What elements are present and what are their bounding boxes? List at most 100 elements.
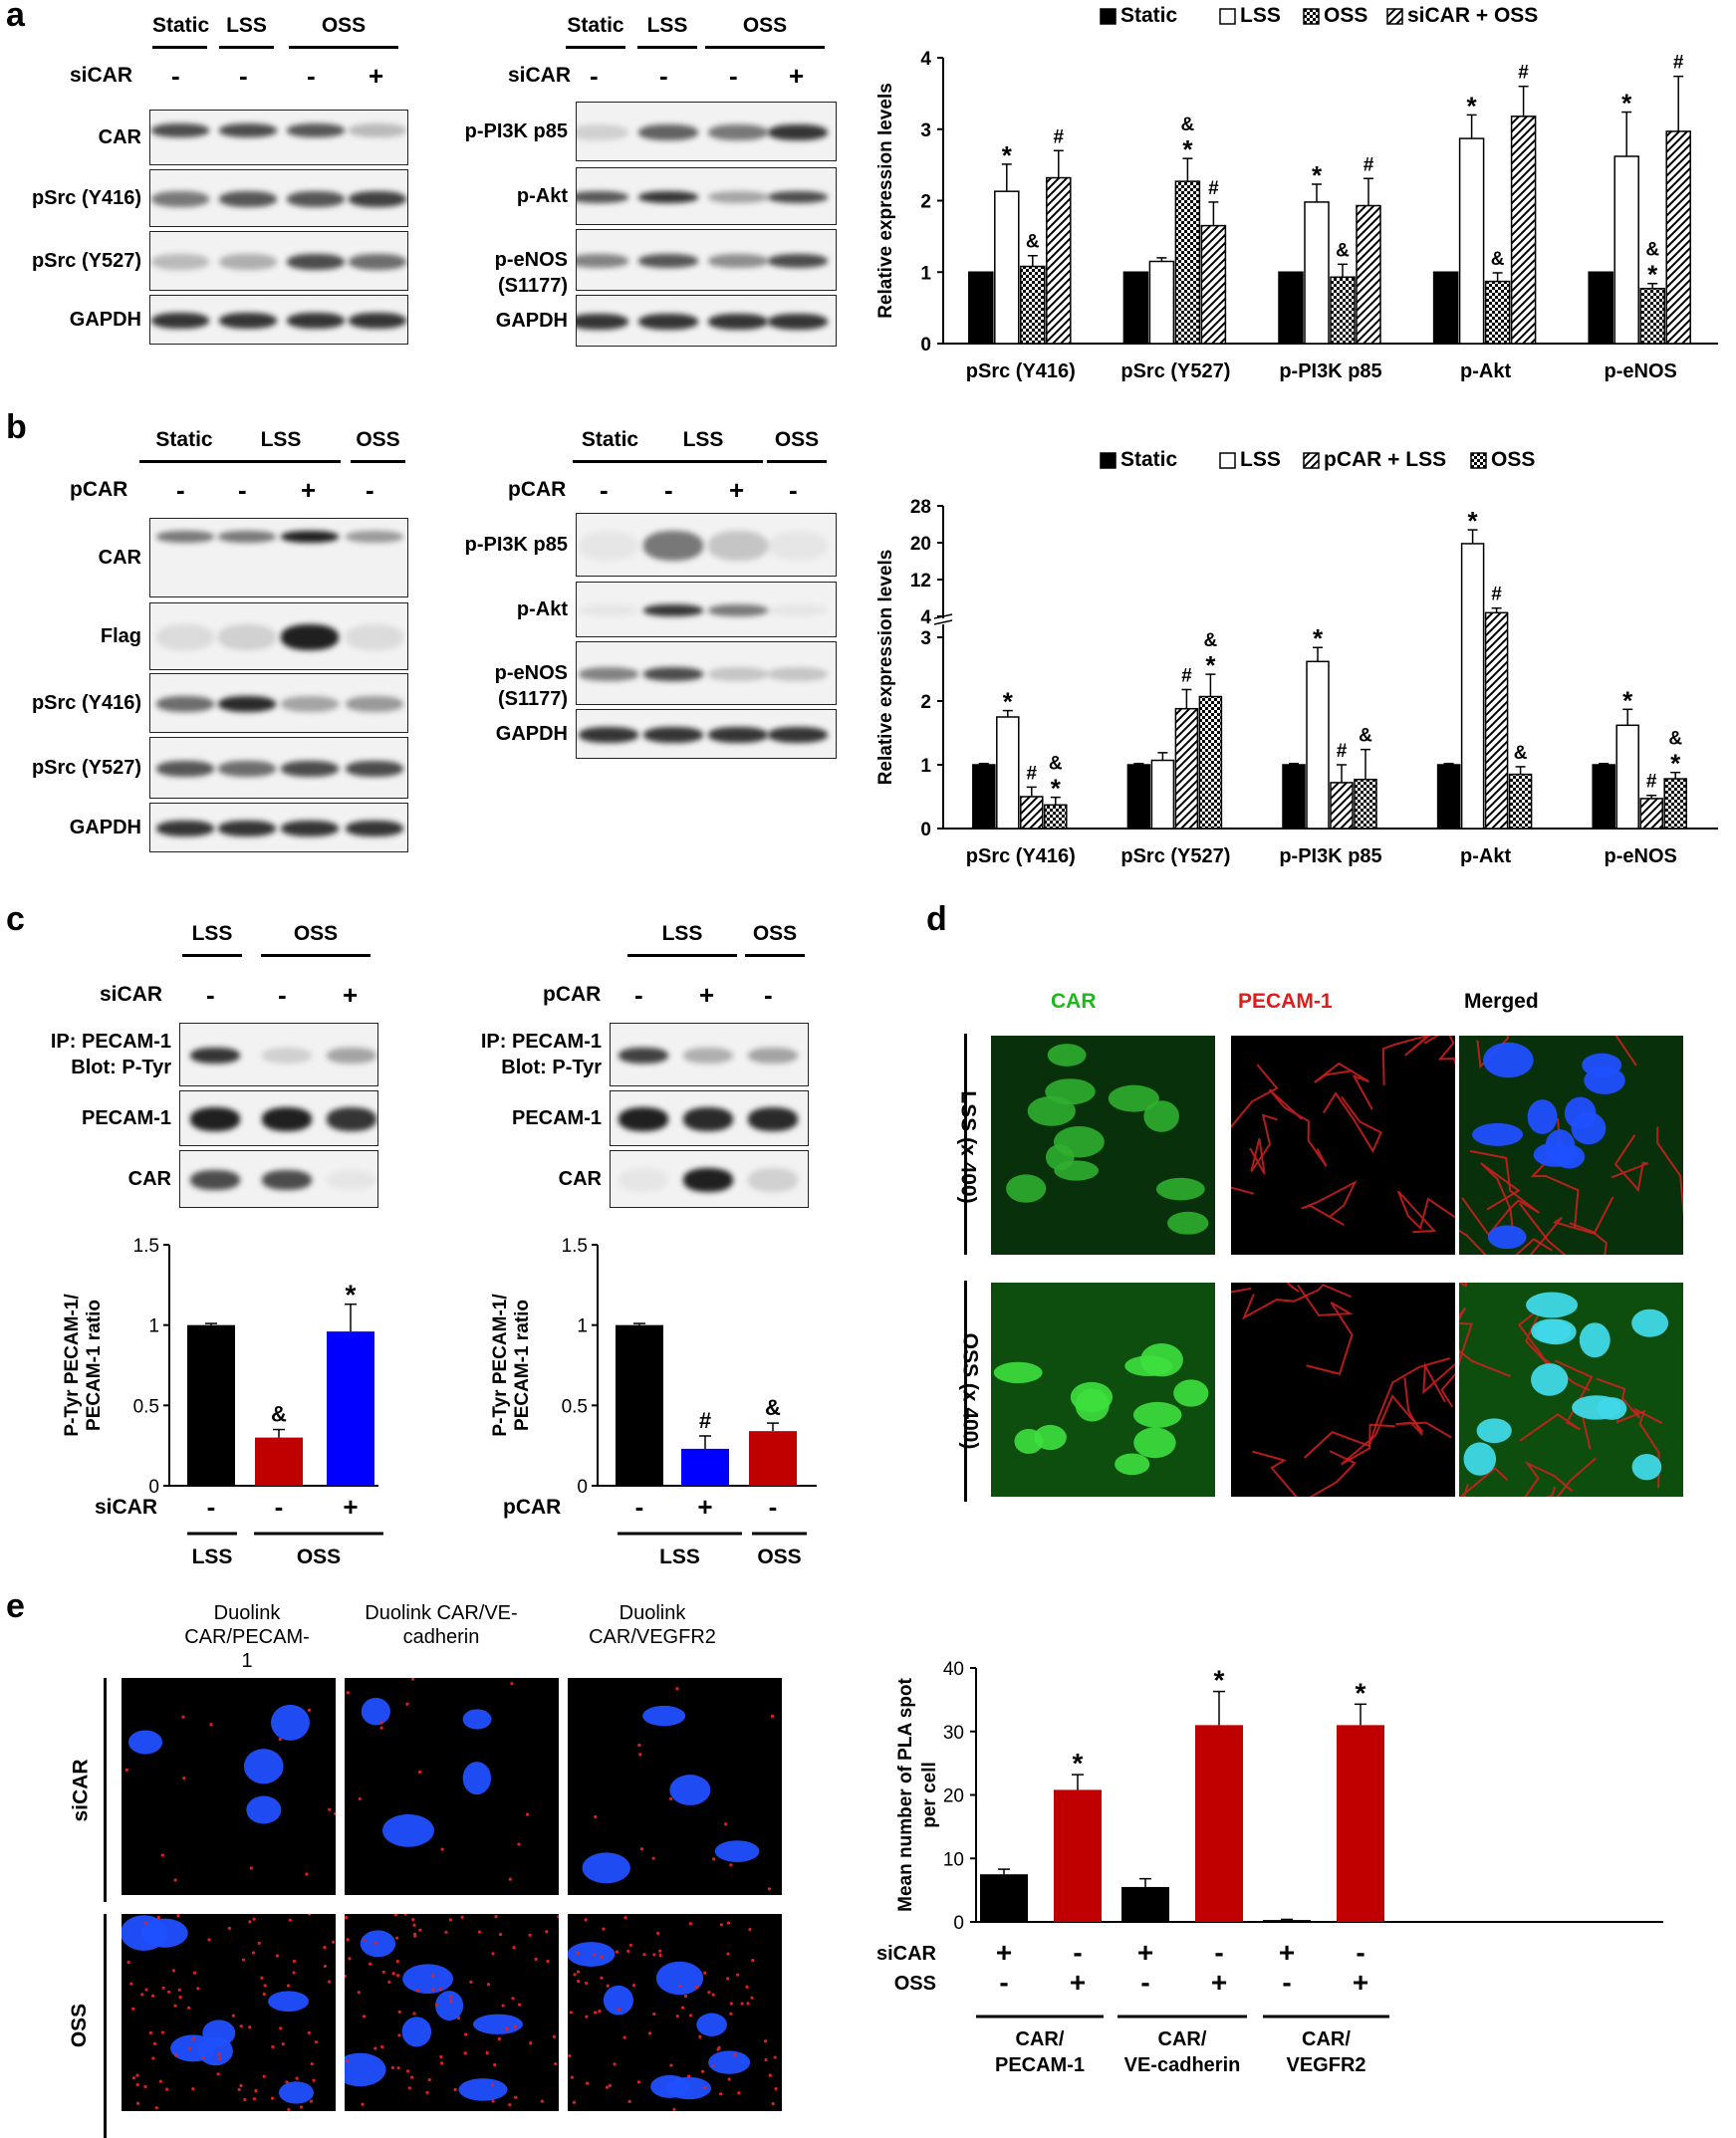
- a-mid-group-0: Static: [567, 14, 624, 37]
- c-left-band-0-2: [327, 1048, 376, 1064]
- c-right-blot-2: [610, 1150, 809, 1208]
- b-left-band-2-3: [346, 696, 403, 712]
- a-left-band-3-2: [287, 313, 345, 329]
- a-mid-row-label: siCAR: [508, 64, 572, 87]
- c-left-group-0: LSS: [191, 922, 233, 945]
- b-mid-band-0-2: [708, 531, 768, 561]
- d-merged-lss: [1459, 1036, 1683, 1255]
- b-mid-sign-3: -: [789, 475, 798, 505]
- b-mid-sign-2: +: [729, 475, 745, 505]
- c-right-group-1: OSS: [752, 922, 798, 945]
- significance-mark: *: [1468, 506, 1479, 536]
- bar-LSS: [1460, 543, 1485, 830]
- legend-swatch: [1303, 452, 1320, 469]
- a-left-band-0-2: [287, 123, 345, 137]
- a-left-blot-label-0: CAR: [98, 126, 141, 148]
- b-mid-blot-label-3: GAPDH: [495, 723, 568, 745]
- row-label: siCAR: [95, 1496, 157, 1519]
- a-mid-band-1-2: [708, 191, 768, 203]
- b-left-band-3-1: [218, 761, 276, 777]
- a-mid-band-3-0: [577, 314, 628, 330]
- bar-Static: [1432, 271, 1459, 345]
- ytick: 1.5: [133, 1236, 159, 1257]
- b-left-band-4-0: [156, 821, 214, 836]
- significance-mark: #: [1364, 154, 1374, 175]
- d-pecam-lss: [1231, 1036, 1455, 1255]
- y-axis-label: P-Tyr PECAM-1/PECAM-1 ratio: [62, 1294, 105, 1437]
- b-mid-blot-1: [576, 582, 837, 637]
- x-category: pSrc (Y527): [1120, 845, 1230, 867]
- significance-mark: *: [1205, 650, 1216, 680]
- bar: [980, 1874, 1028, 1922]
- a-left-band-1-2: [287, 191, 345, 207]
- c-left-blot-label-2: CAR: [127, 1168, 171, 1190]
- sign: +: [1070, 1967, 1086, 1998]
- a-mid-band-0-2: [708, 124, 768, 140]
- group-label: OSS: [297, 1545, 341, 1568]
- legend-label: OSS: [1324, 4, 1367, 27]
- a-mid-band-2-1: [638, 254, 698, 268]
- bar: [1263, 1920, 1311, 1922]
- group-label: PECAM-1: [995, 2054, 1085, 2076]
- x-category: p-Akt: [1460, 360, 1511, 382]
- a-mid-sign-2: -: [729, 61, 738, 91]
- significance-mark: *: [1073, 1748, 1084, 1779]
- e-row-sicar: siCAR: [69, 1759, 93, 1822]
- a-left-band-1-1: [219, 191, 277, 207]
- b-mid-group-2: OSS: [774, 428, 820, 451]
- x-category: p-PI3K p85: [1279, 360, 1381, 382]
- c-left-blot-0: [179, 1023, 378, 1086]
- b-left-blot-1: [149, 602, 408, 670]
- b-left-blot-4: [149, 803, 408, 852]
- c-left-band-1-1: [262, 1107, 312, 1131]
- a-left-group-1: LSS: [226, 14, 267, 37]
- significance-mark: #: [1027, 763, 1038, 784]
- a-left-sign-3: +: [369, 61, 384, 91]
- x-category: p-eNOS: [1605, 845, 1677, 867]
- ytick: 0: [920, 820, 931, 840]
- c-left-sign-0: -: [206, 980, 215, 1010]
- b-mid-band-3-3: [768, 727, 828, 743]
- significance-mark: &: [765, 1395, 781, 1420]
- group-label: CAR/: [1016, 2028, 1065, 2050]
- chart-a: 0 1 2 3 4 Relative expression levels pSrc (Y41…: [875, 4, 1718, 382]
- sign: -: [1356, 1937, 1364, 1968]
- c-right-blot-label-0: IP: PECAM-1 Blot: P-Tyr: [480, 1031, 602, 1078]
- e-sicar-1: [345, 1678, 559, 1895]
- bar-Static: [1436, 764, 1461, 830]
- bar-pCAR + LSS: [1484, 611, 1509, 830]
- ytick: 1.5: [562, 1236, 588, 1257]
- d-col-car: CAR: [1051, 990, 1097, 1013]
- significance-mark: #: [1646, 772, 1657, 793]
- bar-LSS: [1615, 724, 1639, 830]
- a-mid-band-1-0: [577, 191, 628, 203]
- a-mid-group-2: OSS: [742, 14, 788, 37]
- c-left-blot-label-1: PECAM-1: [81, 1107, 171, 1129]
- a-mid-band-3-3: [768, 314, 828, 330]
- e-sicar-0: [122, 1678, 336, 1895]
- c-left-band-1-2: [327, 1107, 376, 1131]
- significance-mark: *: [1647, 260, 1658, 290]
- d-divider-lss: [964, 1034, 967, 1255]
- bar-siCAR + OSS: [1510, 116, 1537, 345]
- b-left-band-0-0: [156, 531, 214, 543]
- panel-letter-a: a: [6, 0, 25, 34]
- bar: [327, 1331, 374, 1486]
- b-mid-band-1-2: [708, 604, 768, 616]
- bar-Static: [1592, 764, 1615, 830]
- b-mid-band-2-3: [768, 667, 828, 681]
- bar-Static: [972, 764, 996, 830]
- sign: -: [635, 1492, 644, 1522]
- a-left-sign-2: -: [307, 61, 316, 91]
- b-left-sign-2: +: [301, 475, 317, 505]
- a-left-sign-1: -: [239, 61, 248, 91]
- c-right-group-line-0: [627, 954, 737, 957]
- d-col-merged: Merged: [1464, 990, 1539, 1013]
- b-left-blot-label-2: pSrc (Y416): [31, 692, 141, 714]
- significance-mark: *: [1002, 140, 1013, 170]
- bar: [681, 1448, 729, 1486]
- bar-LSS: [1150, 759, 1175, 830]
- c-left-group-line-0: [182, 954, 242, 957]
- a-mid-sign-3: +: [789, 61, 805, 91]
- x-category: pSrc (Y527): [1120, 360, 1230, 382]
